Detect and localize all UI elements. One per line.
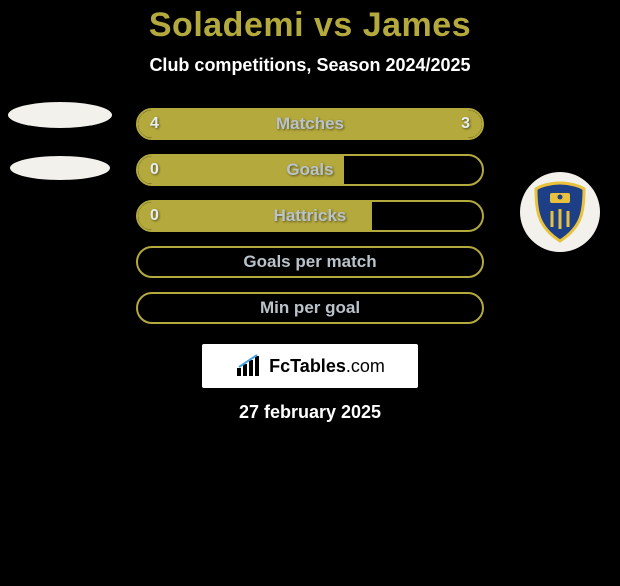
stat-bar-value-left: 0 xyxy=(150,207,159,225)
stat-bar-value-left: 0 xyxy=(150,161,159,179)
stat-bar: Hattricks0 xyxy=(136,200,484,232)
player-avatar-left xyxy=(8,102,112,128)
stat-bar: Goals per match xyxy=(136,246,484,278)
left-avatar-column xyxy=(0,102,120,180)
bar-chart-icon xyxy=(235,354,263,378)
logo-text-suffix: .com xyxy=(346,356,385,376)
page-title: Solademi vs James xyxy=(0,6,620,45)
stat-bar-value-left: 4 xyxy=(150,115,159,133)
stat-bar-label: Matches xyxy=(138,114,482,134)
stat-bar: Matches4 3 xyxy=(136,108,484,140)
stat-bar-label: Hattricks xyxy=(138,206,482,226)
club-avatar-left xyxy=(10,156,110,180)
footer-date: 27 february 2025 xyxy=(0,402,620,423)
logo-text-main: FcTables xyxy=(269,356,346,376)
shield-icon xyxy=(532,181,588,243)
comparison-chart: Matches43Goals0Hattricks0Goals per match… xyxy=(0,108,620,324)
stat-bars: Matches43Goals0Hattricks0Goals per match… xyxy=(136,108,484,324)
logo-text: FcTables.com xyxy=(269,356,385,377)
stat-bar: Min per goal xyxy=(136,292,484,324)
stat-bar-value-right: 3 xyxy=(461,115,470,133)
stat-bar-label: Goals per match xyxy=(138,252,482,272)
page-subtitle: Club competitions, Season 2024/2025 xyxy=(0,55,620,76)
stat-bar-label: Goals xyxy=(138,160,482,180)
club-badge-right xyxy=(520,172,600,252)
fctables-logo: FcTables.com xyxy=(202,344,418,388)
right-avatar-column xyxy=(500,102,620,252)
stat-bar: Goals0 xyxy=(136,154,484,186)
stat-bar-label: Min per goal xyxy=(138,298,482,318)
